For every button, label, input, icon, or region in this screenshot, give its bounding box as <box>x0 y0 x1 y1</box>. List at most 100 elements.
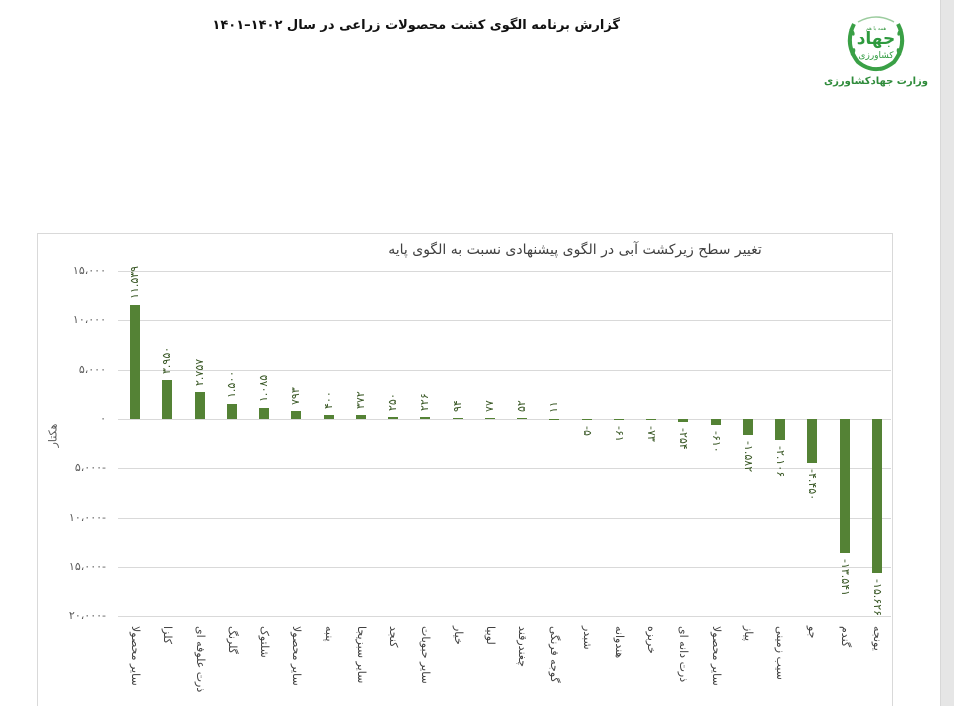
bar[interactable] <box>130 305 140 419</box>
x-category-label: سایر سبزیجا <box>354 626 368 684</box>
bar[interactable] <box>420 416 431 419</box>
gridline <box>118 517 891 519</box>
bar[interactable] <box>484 418 495 420</box>
scrollbar-track[interactable] <box>940 0 954 706</box>
data-label: ۳.۹۵۰ <box>160 346 174 375</box>
data-label: ۷۷ <box>482 400 496 413</box>
y-tick-label: -۱۰،۰۰۰ <box>68 510 106 524</box>
data-label: ۹۴ <box>450 400 464 413</box>
x-category-label: ذرت علوفه ای <box>193 626 207 693</box>
ministry-logo: همه با هم جهاد کشاورزی وزارت جهادکشاورزی <box>823 12 928 96</box>
data-label: -۴.۴۵۰ <box>806 468 820 500</box>
bar[interactable] <box>839 419 850 553</box>
x-category-label: کنجد <box>387 626 400 648</box>
y-tick-label: ۵،۰۰۰ <box>78 362 106 376</box>
data-label: ۲۵۰ <box>386 392 399 411</box>
chart-title: تغییر سطح زیرکشت آبی در الگوی پیشنهادی ن… <box>388 242 762 258</box>
x-category-label: سایر محصولا <box>290 626 304 686</box>
chart-container: تغییر سطح زیرکشت آبی در الگوی پیشنهادی ن… <box>37 233 893 706</box>
data-label: -۵ <box>580 426 594 436</box>
x-category-label: ذرت دانه ای <box>677 626 691 683</box>
bar[interactable] <box>549 418 560 420</box>
data-label: ۱۱ <box>547 401 561 413</box>
x-category-label: سایر محصولا <box>129 626 142 686</box>
data-label: ۳۷۲ <box>353 391 367 410</box>
x-category-label: هندوانه <box>612 626 626 659</box>
bar[interactable] <box>194 391 205 419</box>
data-label: ۱۱.۵۳۹ <box>128 266 141 300</box>
bar[interactable] <box>355 415 366 419</box>
x-category-label: گندم <box>838 626 852 648</box>
bar[interactable] <box>678 419 689 422</box>
x-category-label: خیار <box>451 626 465 645</box>
bar[interactable] <box>259 408 269 419</box>
bar[interactable] <box>742 419 753 435</box>
data-label: ۲.۷۵۷ <box>192 358 206 386</box>
bar[interactable] <box>613 419 624 420</box>
x-category-label: سایر محصولا <box>709 626 723 686</box>
data-label: -۶۱۰ <box>709 431 723 453</box>
x-category-label: پیاز <box>741 626 755 642</box>
gridline <box>118 468 891 470</box>
bar[interactable] <box>807 419 818 463</box>
x-category-label: سایر حبوبات <box>419 626 433 684</box>
x-category-label: پنبه <box>322 626 336 642</box>
gridline <box>118 369 891 371</box>
x-category-label: کلزا <box>161 626 175 645</box>
logo-slogan: همه با هم <box>865 26 887 32</box>
bar[interactable] <box>646 419 656 420</box>
data-label: -۶۱ <box>612 426 626 442</box>
logo-sub-text: کشاورزی <box>858 51 894 61</box>
report-title: گزارش برنامه الگوی کشت محصولات زراعی در … <box>212 18 620 33</box>
data-label: ۴۰۰ <box>321 391 335 410</box>
x-category-label: جو <box>806 626 820 639</box>
y-tick-label: -۲۰،۰۰۰ <box>68 609 106 623</box>
x-category-label: لوبیا <box>483 626 497 645</box>
bar[interactable] <box>226 404 237 419</box>
y-tick-label: ۱۰،۰۰۰ <box>72 313 106 327</box>
x-category-label: شبدر <box>580 626 594 650</box>
gridline <box>118 320 891 322</box>
x-category-label: شلتوک <box>258 626 271 658</box>
bar[interactable] <box>710 419 721 425</box>
y-tick-label: ۰ <box>100 412 106 425</box>
bar[interactable] <box>581 419 592 420</box>
y-tick-label: ۱۵،۰۰۰ <box>72 264 106 278</box>
gridline <box>118 616 891 618</box>
bar[interactable] <box>323 415 334 419</box>
gridline <box>118 566 891 568</box>
x-category-label: یونجه <box>870 626 884 651</box>
bar[interactable] <box>452 418 463 420</box>
data-label: ۷۹۳ <box>289 387 303 406</box>
bar[interactable] <box>517 418 527 420</box>
bar[interactable] <box>162 380 173 419</box>
x-category-label: گلرنگ <box>225 626 239 654</box>
x-category-label: خربزه <box>645 626 658 654</box>
data-label: ۲۲۶ <box>418 393 432 411</box>
bar[interactable] <box>775 419 785 440</box>
logo-main-text: جهاد <box>856 29 896 49</box>
data-label: ۱.۵۰۰ <box>224 371 238 399</box>
data-label: ۱.۰۸۵ <box>257 375 270 403</box>
y-tick-label: -۵،۰۰۰ <box>74 461 106 475</box>
plot-area: ۱۵،۰۰۰ ۱۰،۰۰۰ ۵،۰۰۰ ۰ -۵،۰۰۰ -۱۰،۰۰۰ -۱۵،۰۰۰ -۲… <box>38 234 894 706</box>
gridline <box>118 271 891 273</box>
data-label: -۱.۵۸۲ <box>741 440 755 472</box>
data-label: ۵۲ <box>515 400 528 413</box>
logo-caption: وزارت جهادکشاورزی <box>823 76 928 87</box>
data-label: -۷۳ <box>645 426 658 442</box>
data-label: -۱۳.۵۴۱ <box>838 558 852 596</box>
bar[interactable] <box>291 411 302 419</box>
data-label: -۲.۱۰۶ <box>774 445 787 477</box>
x-category-label: چغندرقند <box>516 626 529 667</box>
data-label: -۲۵۴ <box>677 427 691 450</box>
x-category-label: سیب زمینی <box>774 626 787 680</box>
gridline <box>118 419 891 420</box>
y-tick-label: -۱۵،۰۰۰ <box>68 559 106 573</box>
data-label: -۱۵.۶۲۶ <box>870 579 884 617</box>
wheat-wreath-logo-icon <box>847 16 905 72</box>
x-category-label: گوجه فرنگی <box>548 626 562 683</box>
bar[interactable] <box>871 419 882 574</box>
bar[interactable] <box>388 416 398 419</box>
